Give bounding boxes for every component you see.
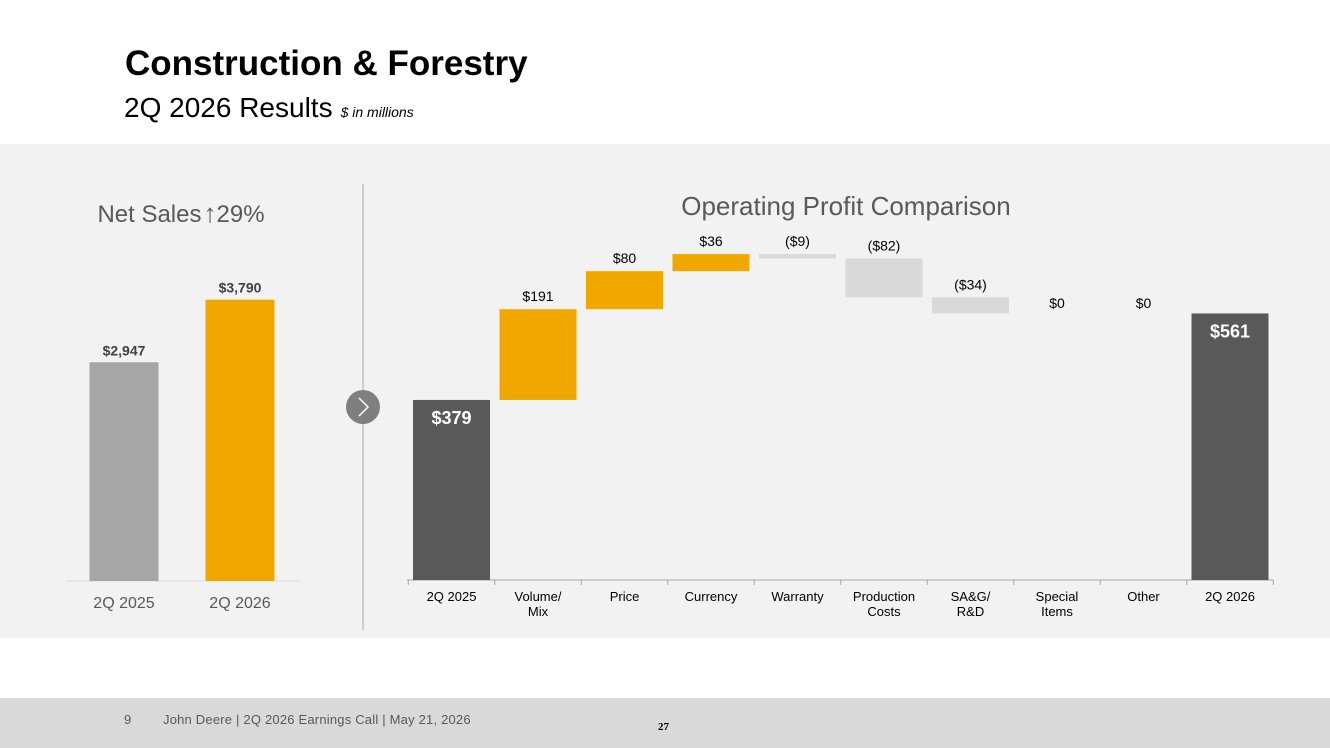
footer-page-number: 9	[124, 712, 132, 727]
waterfall-bar	[845, 258, 923, 298]
waterfall-category-line: Other	[1127, 589, 1160, 604]
waterfall-value-label: $36	[699, 233, 723, 249]
waterfall-category-label: Currency	[685, 589, 738, 604]
footer-text: John Deere | 2Q 2026 Earnings Call | May…	[163, 712, 471, 727]
waterfall-value-label: $80	[613, 250, 637, 266]
waterfall-bar	[586, 271, 663, 310]
net-sales-title-text: Net Sales	[97, 201, 201, 228]
waterfall-category-label: 2Q 2025	[427, 589, 477, 604]
waterfall-value-label: ($9)	[785, 233, 810, 249]
net-sales-value-label: $3,790	[219, 280, 262, 296]
waterfall-category-line: Costs	[867, 604, 901, 619]
net-sales-chart: Net Sales↑29% $2,947 2Q 2025 $3,790 2Q 2026	[66, 198, 300, 612]
waterfall-value-label: $0	[1136, 295, 1152, 311]
net-sales-category-label: 2Q 2025	[93, 595, 154, 612]
waterfall-value-label: $191	[522, 288, 553, 304]
waterfall-value-label: $379	[431, 408, 471, 428]
net-sales-change: 29%	[217, 201, 265, 228]
waterfall-category-line: Items	[1041, 604, 1073, 619]
waterfall-bar	[672, 254, 750, 272]
waterfall-category-line: Volume/	[515, 589, 562, 604]
operating-profit-chart: Operating Profit Comparison $379 2Q 2025 $…	[407, 191, 1274, 619]
waterfall-value-label: $0	[1049, 295, 1065, 311]
waterfall-bar	[932, 297, 1009, 314]
waterfall-bar	[1191, 313, 1269, 580]
waterfall-category-line: Warranty	[771, 589, 824, 604]
slide-title: Construction & Forestry	[125, 44, 528, 83]
net-sales-value-label: $2,947	[103, 342, 146, 358]
slide-subtitle: 2Q 2026 Results $ in millions	[124, 92, 414, 124]
waterfall-value-label: ($82)	[868, 237, 901, 253]
net-sales-bar	[205, 299, 275, 581]
waterfall-category-line: SA&G/	[951, 589, 991, 604]
waterfall-value-label: ($34)	[954, 276, 987, 292]
waterfall-category-line: Special	[1036, 589, 1079, 604]
waterfall-category-line: 2Q 2026	[1205, 589, 1255, 604]
net-sales-category-label: 2Q 2026	[209, 595, 270, 612]
up-arrow-icon: ↑	[204, 198, 217, 228]
waterfall-category-line: Price	[610, 589, 640, 604]
waterfall-category-label: 2Q 2026	[1205, 589, 1255, 604]
chevron-right-icon[interactable]	[346, 390, 380, 424]
waterfall-bar	[759, 254, 836, 259]
waterfall-category-label: Production Costs	[853, 589, 915, 619]
waterfall-category-label: Volume/Mix	[515, 589, 562, 619]
waterfall-category-label: Warranty	[771, 589, 824, 604]
footer: 9 John Deere | 2Q 2026 Earnings Call | M…	[0, 698, 1330, 748]
operating-profit-title: Operating Profit Comparison	[681, 191, 1010, 221]
waterfall-category-line: R&D	[957, 604, 984, 619]
waterfall-category-label: Price	[610, 589, 640, 604]
subtitle-text: 2Q 2026 Results	[124, 92, 333, 123]
waterfall-category-line: 2Q 2025	[427, 589, 477, 604]
net-sales-bar	[89, 362, 159, 581]
footer-slide-number: 27	[658, 721, 669, 733]
waterfall-value-label: $561	[1210, 321, 1250, 341]
waterfall-category-label: Other	[1127, 589, 1160, 604]
waterfall-bar	[499, 309, 577, 400]
waterfall-category-line: Mix	[528, 604, 549, 619]
unit-note: $ in millions	[340, 104, 414, 120]
waterfall-category-label: Special Items	[1036, 589, 1079, 619]
waterfall-category-label: SA&G/R&D	[951, 589, 991, 619]
waterfall-category-line: Currency	[685, 589, 738, 604]
waterfall-category-line: Production	[853, 589, 915, 604]
waterfall-bar	[413, 399, 490, 580]
net-sales-title: Net Sales↑29%	[97, 198, 264, 228]
